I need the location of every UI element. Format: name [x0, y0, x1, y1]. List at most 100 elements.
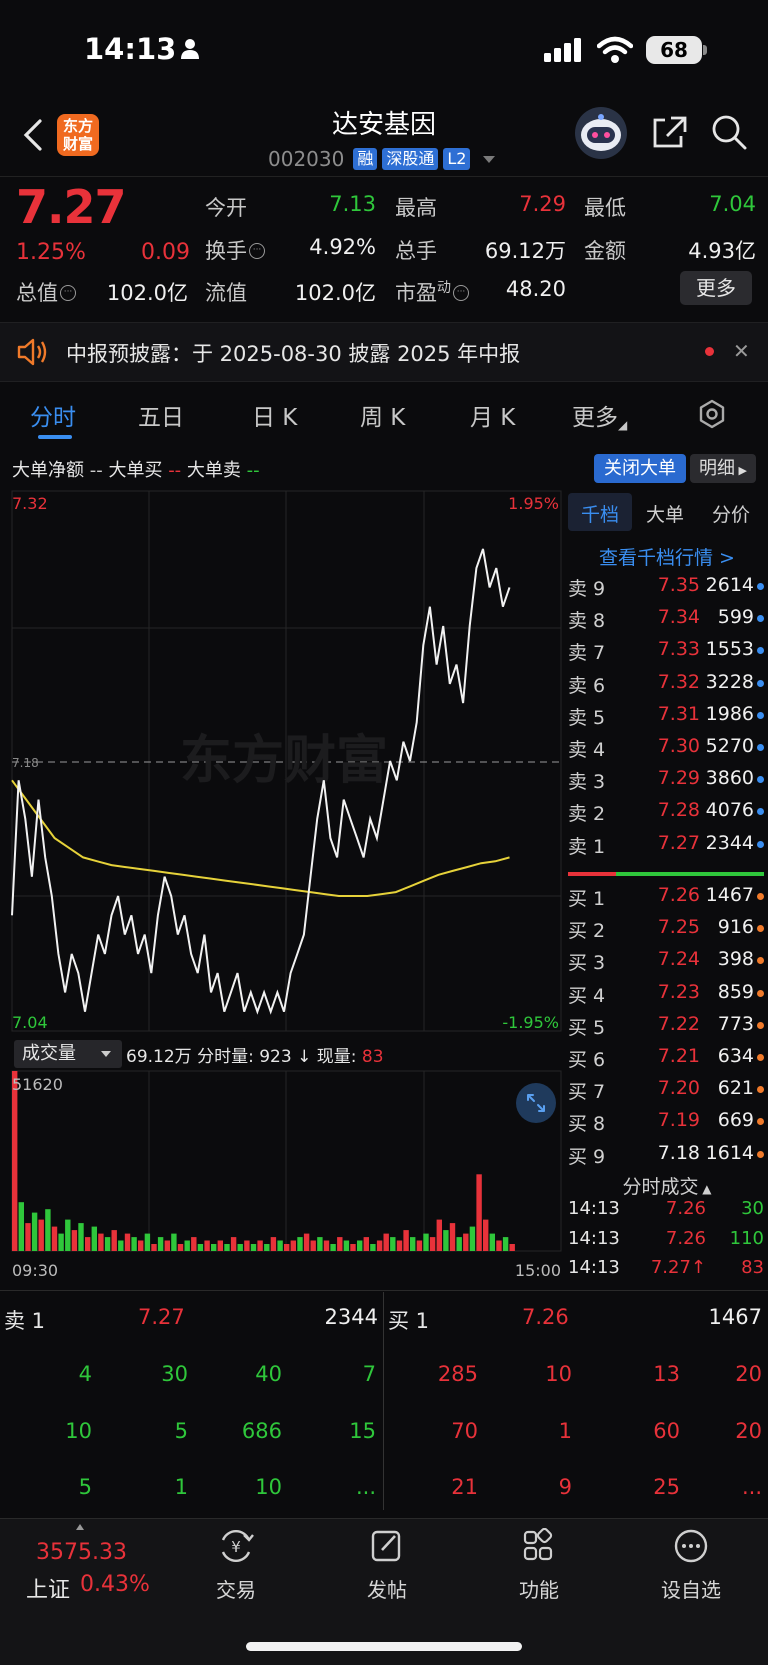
pe-value: 48.20: [505, 277, 566, 301]
ask-row[interactable]: 卖 5 7.31 1986: [566, 703, 768, 735]
pe-label-text: 市盈: [395, 281, 437, 305]
tabbar-watchlist[interactable]: 设自选: [641, 1528, 741, 1603]
panel-tab-big-order[interactable]: 大单: [646, 504, 685, 526]
bid-row[interactable]: 买 9 7.18 1614: [566, 1142, 768, 1174]
index-value[interactable]: 3575.33: [36, 1540, 127, 1565]
turnover-value: 4.92%: [309, 235, 376, 259]
order-book-ratio-bar: [568, 872, 764, 876]
bid-row[interactable]: 买 2 7.25 916: [566, 916, 768, 948]
order-dot-icon: [757, 893, 764, 900]
float-cap-value: 102.0亿: [294, 281, 376, 305]
ask-row[interactable]: 卖 1 7.27 2344: [566, 832, 768, 864]
intraday-chart[interactable]: 东方财富 7.32 7.04 1.95% -1.95% 7.18 51620 0…: [0, 488, 566, 1288]
sell-queue-order: 40: [255, 1362, 282, 1386]
stock-code: 002030: [268, 147, 345, 171]
quote-panel: [0, 176, 768, 320]
panel-tab-depth[interactable]: 千档: [581, 504, 620, 526]
tick-volume: 83: [741, 1257, 764, 1278]
arrow-down-icon: ↓: [297, 1047, 312, 1067]
close-icon[interactable]: ✕: [733, 339, 750, 363]
tick-trades-title[interactable]: 分时成交 ▲: [566, 1172, 768, 1199]
ask-row[interactable]: 卖 9 7.35 2614: [566, 574, 768, 606]
bid-price: 7.22: [657, 1012, 700, 1035]
volume-bar: [45, 1209, 51, 1251]
sell-queue-order: 5: [174, 1418, 188, 1443]
volume-bar: [363, 1237, 369, 1251]
panel-tab-price-dist[interactable]: 分价: [712, 504, 751, 526]
bid-row[interactable]: 买 3 7.24 398: [566, 948, 768, 980]
info-icon: ···: [60, 285, 76, 301]
notice-banner[interactable]: [0, 322, 768, 382]
yuan-exchange-icon: ¥: [221, 1530, 254, 1562]
volume-bar: [502, 1237, 509, 1251]
ask-row[interactable]: 卖 3 7.29 3860: [566, 767, 768, 799]
bid-price: 7.21: [657, 1045, 700, 1067]
index-name[interactable]: 上证: [26, 1578, 71, 1603]
tabbar-post-label: 发帖: [367, 1578, 407, 1602]
order-dot-icon: [757, 1086, 764, 1094]
big-order-buy-label: 大单买: [108, 460, 163, 481]
tabbar-functions[interactable]: 功能: [489, 1527, 589, 1603]
margin-tag: 融: [353, 148, 378, 170]
pe-label[interactable]: 市盈动 ···: [395, 277, 469, 307]
ai-assistant-avatar[interactable]: [575, 107, 627, 159]
stock-code-row[interactable]: 002030 融 深股通 L2: [268, 145, 496, 173]
back-arrow-icon[interactable]: [22, 118, 44, 152]
order-dot-icon: [757, 957, 764, 965]
price-axis-top: 7.32: [12, 494, 48, 513]
ask-row[interactable]: 卖 2 7.28 4076: [566, 799, 768, 831]
expand-chart-button[interactable]: [516, 1083, 556, 1123]
notice-text[interactable]: 中报预披露：于 2025-08-30 披露 2025 年中报: [66, 342, 521, 366]
tabbar-watchlist-label: 设自选: [661, 1578, 721, 1602]
order-dot-icon: [757, 1150, 764, 1158]
more-quote-button[interactable]: 更多: [680, 271, 752, 305]
bid-row[interactable]: 买 5 7.22 773: [566, 1013, 768, 1045]
volume-bar: [284, 1244, 290, 1251]
view-depth-link[interactable]: 查看千档行情 >: [599, 547, 735, 569]
bid-row[interactable]: 买 7 7.20 621: [566, 1077, 768, 1109]
order-dot-icon: [757, 989, 764, 997]
volume-indicator-selector[interactable]: 成交量: [14, 1040, 122, 1068]
index-percent[interactable]: 0.43%: [80, 1572, 150, 1597]
eastmoney-logo[interactable]: 东方 财富: [57, 114, 99, 156]
volume-bar: [184, 1240, 190, 1251]
tab-five-day[interactable]: 五日: [138, 405, 184, 431]
gear-icon[interactable]: [697, 399, 727, 429]
tab-daily-k[interactable]: 日 K: [252, 405, 298, 431]
tick-time: 14:13: [568, 1198, 620, 1219]
detail-button[interactable]: 明细 ▶: [690, 454, 756, 483]
share-icon[interactable]: [651, 116, 687, 150]
volume-bar: [18, 1202, 24, 1251]
amount-label: 金额: [584, 239, 626, 263]
tabbar-post[interactable]: 发帖: [337, 1528, 437, 1603]
tab-intraday[interactable]: 分时: [30, 405, 76, 431]
tab-weekly-k[interactable]: 周 K: [360, 405, 406, 431]
ask-price: 7.31: [657, 702, 700, 725]
volume-bar: [111, 1230, 117, 1251]
bid-price: 7.26: [657, 884, 700, 906]
bid-row[interactable]: 买 8 7.19 669: [566, 1109, 768, 1141]
search-icon[interactable]: [711, 114, 747, 150]
ask-row[interactable]: 卖 8 7.34 599: [566, 606, 768, 638]
tab-monthly-k[interactable]: 月 K: [470, 405, 516, 431]
bid-row[interactable]: 买 1 7.26 1467: [566, 884, 768, 916]
close-big-order-button[interactable]: 关闭大单: [594, 454, 686, 483]
high-label: 最高: [395, 196, 437, 220]
tab-more[interactable]: 更多◢: [572, 398, 627, 432]
tabbar-trade[interactable]: ¥ 交易: [186, 1528, 286, 1603]
volume-bar: [171, 1233, 177, 1251]
bid-row[interactable]: 买 4 7.23 859: [566, 981, 768, 1013]
sell-queue-order: 10: [65, 1418, 92, 1443]
volume-bar: [164, 1240, 170, 1251]
sell-queue-order: 30: [161, 1362, 188, 1386]
wifi-icon: [597, 36, 633, 63]
bid-row[interactable]: 买 6 7.21 634: [566, 1045, 768, 1077]
ask-row[interactable]: 卖 6 7.32 3228: [566, 671, 768, 703]
market-cap-label[interactable]: 总值 ···: [16, 277, 76, 307]
turnover-label[interactable]: 换手 ···: [205, 235, 265, 265]
ask-row[interactable]: 卖 7 7.33 1553: [566, 638, 768, 670]
ask-row[interactable]: 卖 4 7.30 5270: [566, 735, 768, 767]
ask-level-label: 卖 6: [568, 674, 606, 697]
order-dot-icon: [757, 583, 764, 590]
open-label: 今开: [205, 196, 247, 220]
